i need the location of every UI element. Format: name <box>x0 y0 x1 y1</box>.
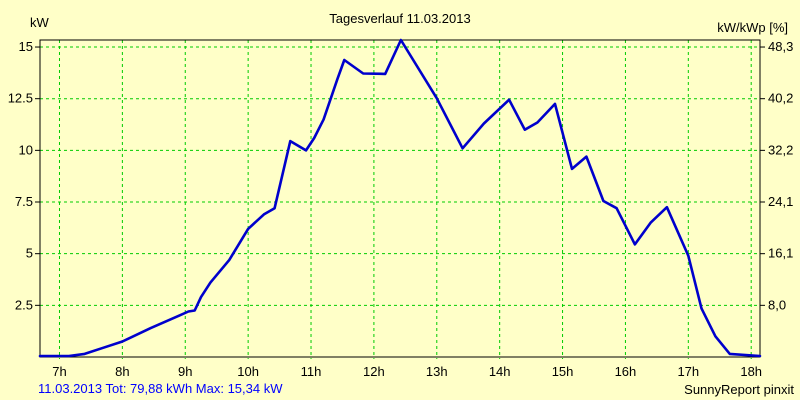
x-axis-tick-label: 17h <box>677 364 699 379</box>
right-axis-unit-label: kW/kWp [%] <box>717 20 788 35</box>
x-axis-tick-label: 7h <box>52 364 66 379</box>
left-axis-tick-label: 5 <box>26 246 33 261</box>
left-axis-unit-label: kW <box>30 15 49 30</box>
right-axis-tick-label: 48,3 <box>768 39 793 54</box>
right-axis-tick-label: 40,2 <box>768 91 793 106</box>
chart-title: Tagesverlauf 11.03.2013 <box>329 11 471 26</box>
right-axis-tick-label: 24,1 <box>768 194 793 209</box>
footer-summary: 11.03.2013 Tot: 79,88 kWh Max: 15,34 kW <box>38 381 283 396</box>
right-axis-tick-label: 16,1 <box>768 246 793 261</box>
x-axis-tick-label: 14h <box>489 364 511 379</box>
power-curve <box>38 38 762 358</box>
x-axis-tick-label: 18h <box>740 364 762 379</box>
x-axis-tick-label: 15h <box>552 364 574 379</box>
right-axis-tick-label: 32,2 <box>768 142 793 157</box>
x-axis-tick-label: 12h <box>363 364 385 379</box>
x-axis-tick-label: 16h <box>615 364 637 379</box>
footer-credit: SunnyReport pinxit <box>684 382 794 397</box>
x-axis-tick-label: 10h <box>237 364 259 379</box>
left-axis-tick-label: 12.5 <box>8 91 33 106</box>
x-axis-tick-label: 13h <box>426 364 448 379</box>
x-axis-tick-label: 8h <box>115 364 129 379</box>
left-axis-tick-label: 2.5 <box>15 297 33 312</box>
left-axis-tick-label: 10 <box>19 142 33 157</box>
right-axis-tick-label: 8,0 <box>768 297 786 312</box>
left-axis-tick-label: 7.5 <box>15 194 33 209</box>
x-axis-tick-label: 11h <box>301 364 322 379</box>
left-axis-tick-label: 15 <box>19 39 33 54</box>
x-axis-tick-label: 9h <box>178 364 192 379</box>
plot-border <box>39 39 761 358</box>
